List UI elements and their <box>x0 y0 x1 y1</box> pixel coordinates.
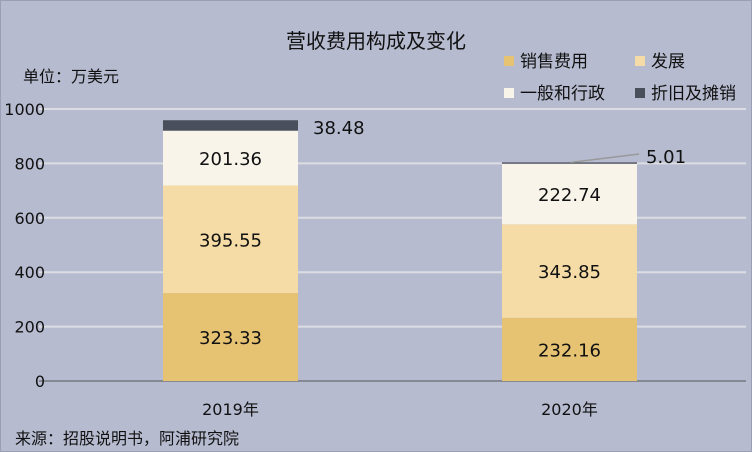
x-tick-label: 2020年 <box>541 400 598 419</box>
legend-label: 折旧及摊销 <box>651 84 736 104</box>
y-tick-label: 1000 <box>4 100 45 119</box>
bar-segment <box>163 130 298 186</box>
bar-segment <box>163 293 298 381</box>
y-tick-label: 800 <box>14 154 45 173</box>
legend-label: 一般和行政 <box>520 84 605 104</box>
bar-segment <box>502 224 637 318</box>
y-tick-label: 0 <box>35 372 45 391</box>
y-tick-label: 400 <box>14 263 45 282</box>
data-label: 222.74 <box>538 185 601 206</box>
y-tick-label: 600 <box>14 209 45 228</box>
bar-segment <box>163 120 298 131</box>
leader-line <box>570 153 640 164</box>
legend-swatch <box>504 88 514 98</box>
bar-segment <box>502 162 637 164</box>
data-label: 201.36 <box>199 149 262 170</box>
legend-label: 发展 <box>651 52 685 72</box>
data-label: 395.55 <box>199 230 262 251</box>
legend-swatch <box>504 56 514 66</box>
chart-title: 营收费用构成及变化 <box>286 29 466 53</box>
bar-segment <box>163 185 298 294</box>
data-label: 343.85 <box>538 262 601 283</box>
data-label: 323.33 <box>199 328 262 349</box>
x-tick-label: 2019年 <box>202 400 259 419</box>
unit-label: 单位：万美元 <box>23 67 120 86</box>
y-tick-label: 200 <box>14 318 45 337</box>
bar-segment <box>502 317 637 381</box>
source-note: 来源：招股说明书，阿浦研究院 <box>15 429 240 448</box>
data-label: 5.01 <box>646 147 686 168</box>
legend-label: 销售费用 <box>520 52 588 72</box>
data-label: 232.16 <box>538 340 601 361</box>
bar-segment <box>502 163 637 225</box>
legend-swatch <box>635 56 645 66</box>
legend-swatch <box>635 88 645 98</box>
data-label: 38.48 <box>313 118 365 139</box>
